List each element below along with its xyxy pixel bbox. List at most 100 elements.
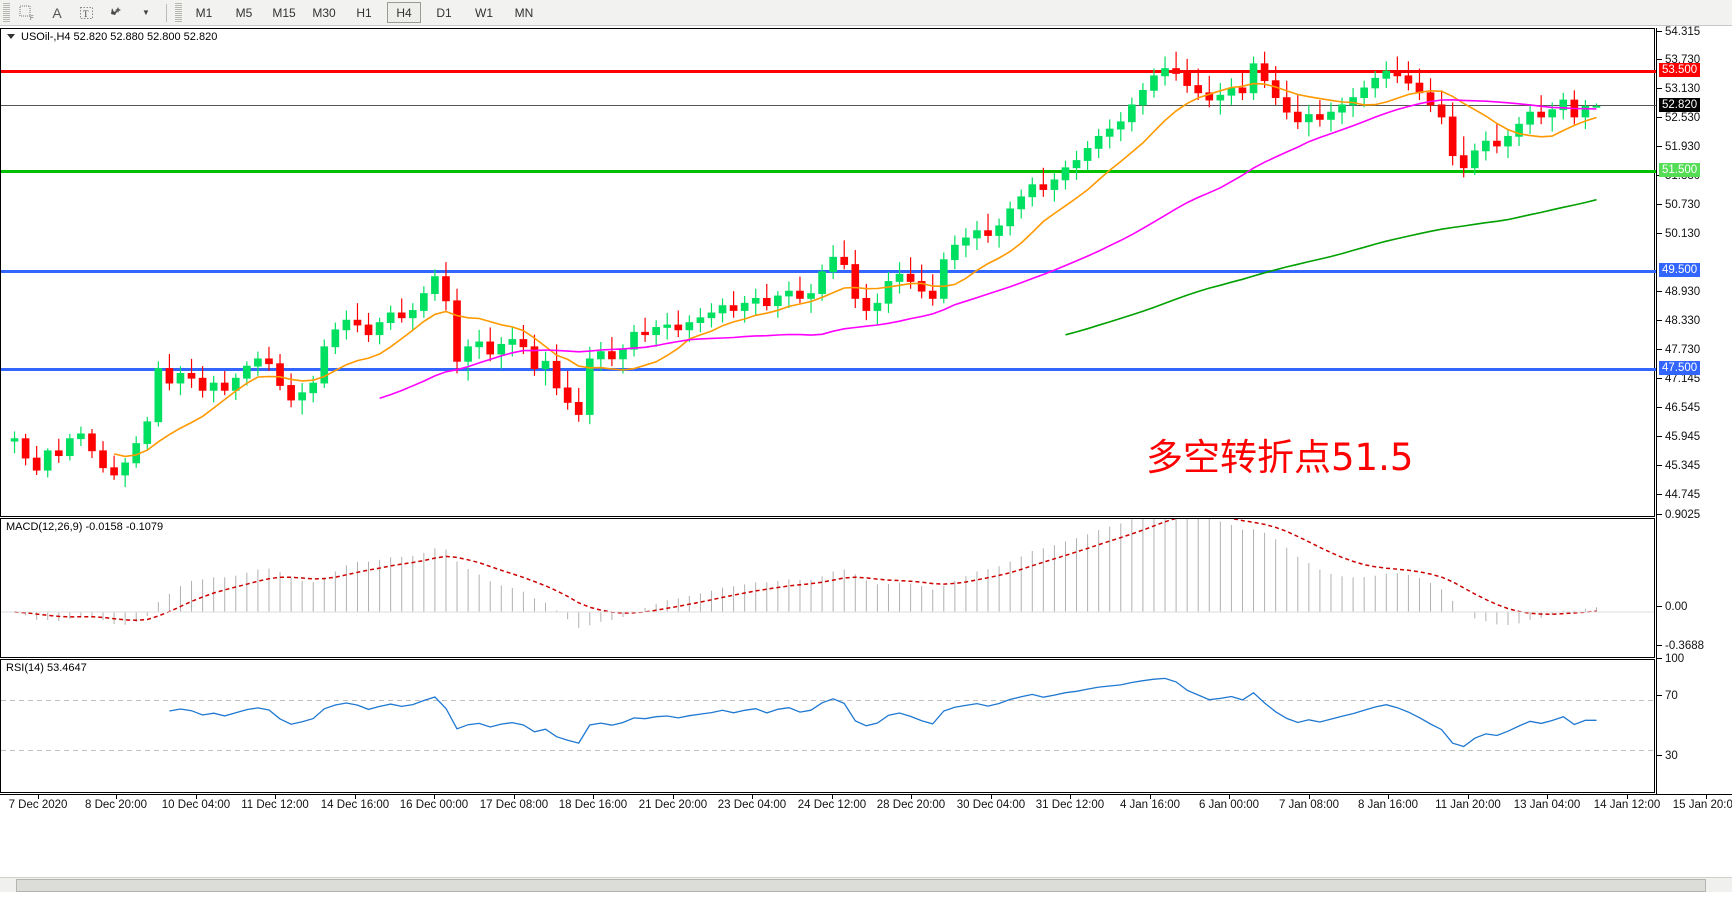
time-axis-tick [196, 795, 197, 799]
scrollbar-thumb[interactable] [16, 879, 1706, 892]
price-chart-panel[interactable]: USOil-,H4 52.820 52.880 52.800 52.820 多空… [0, 28, 1656, 517]
time-axis-label: 6 Jan 00:00 [1198, 799, 1260, 811]
price-axis-tick: 45.345 [1657, 460, 1700, 472]
time-axis-label: 31 Dec 12:00 [1035, 799, 1105, 811]
macd-series-canvas [1, 519, 1654, 629]
current-price-badge[interactable]: 52.820 [1659, 98, 1701, 112]
time-axis-tick [911, 795, 912, 799]
horizontal-scrollbar[interactable] [0, 877, 1732, 892]
level-line-pivot-51500[interactable] [1, 170, 1656, 173]
macd-scale-axis[interactable]: 0.9025 0.00 -0.3688 [1656, 509, 1732, 658]
toolbar-grip-1[interactable] [3, 2, 10, 23]
macd-info-label: MACD(12,26,9) -0.0158 -0.1079 [6, 521, 164, 533]
support-level-badge-2[interactable]: 47.500 [1659, 361, 1701, 375]
time-axis-label: 7 Jan 08:00 [1278, 799, 1340, 811]
macd-indicator-panel[interactable]: MACD(12,26,9) -0.0158 -0.1079 [0, 518, 1655, 658]
time-axis-tick [355, 795, 356, 799]
price-axis-tick: 51.930 [1657, 141, 1700, 153]
timeframe-group: M1 M5 M15 M30 H1 H4 D1 W1 MN [184, 2, 544, 23]
level-line-support-47500[interactable] [1, 368, 1656, 371]
rsi-scale-axis[interactable]: 100 70 30 [1656, 653, 1732, 794]
resistance-level-badge[interactable]: 53.500 [1659, 63, 1701, 77]
timeframe-button-w1[interactable]: W1 [475, 5, 493, 20]
svg-text:F: F [30, 16, 34, 21]
time-axis-label: 23 Dec 04:00 [717, 799, 787, 811]
rsi-indicator-panel[interactable]: RSI(14) 53.4647 [0, 659, 1655, 793]
macd-scale-axis-tick: -0.3688 [1657, 640, 1704, 652]
timeframe-button-h1[interactable]: H1 [356, 5, 372, 20]
price-axis-tick: 46.545 [1657, 402, 1700, 414]
time-axis-tick [514, 795, 515, 799]
time-axis-tick [1706, 795, 1707, 799]
time-axis-label: 24 Dec 12:00 [797, 799, 867, 811]
price-axis-tick: 47.145 [1657, 373, 1700, 385]
time-axis-label: 30 Dec 04:00 [956, 799, 1026, 811]
time-axis-label: 16 Dec 00:00 [399, 799, 469, 811]
time-axis-label: 14 Jan 12:00 [1593, 799, 1661, 811]
time-axis-tick [1388, 795, 1389, 799]
timeframe-button-m15[interactable]: M15 [272, 5, 296, 20]
symbol-info-label: USOil-,H4 52.820 52.880 52.800 52.820 [21, 31, 218, 43]
crosshair-icon[interactable]: F [14, 2, 40, 24]
rsi-series-canvas [1, 677, 1654, 751]
time-axis-tick [1070, 795, 1071, 799]
price-axis-tick: 50.730 [1657, 199, 1700, 211]
time-axis-label: 4 Jan 16:00 [1119, 799, 1181, 811]
time-axis-label: 11 Dec 12:00 [241, 799, 309, 811]
rsi-scale-axis-tick: 70 [1657, 690, 1678, 702]
support-level-badge-1[interactable]: 49.500 [1659, 263, 1701, 277]
time-axis-tick [752, 795, 753, 799]
timeframe-button-m1[interactable]: M1 [195, 5, 213, 20]
time-axis-tick [1627, 795, 1628, 799]
timeframe-button-h4[interactable]: H4 [387, 2, 421, 23]
objects-icon[interactable] [104, 2, 130, 24]
pivot-level-badge[interactable]: 51.500 [1659, 163, 1701, 177]
timeframe-button-m30[interactable]: M30 [312, 5, 336, 20]
time-axis-label: 15 Jan 20:00 [1672, 799, 1732, 811]
time-scale-axis[interactable]: 7 Dec 2020 8 Dec 20:00 10 Dec 04:00 11 Dec … [0, 794, 1732, 820]
objects-dropdown-caret-icon[interactable]: ▼ [142, 8, 150, 17]
time-axis-tick [1547, 795, 1548, 799]
time-axis-label: 17 Dec 08:00 [479, 799, 549, 811]
macd-scale-axis-tick: 0.00 [1657, 601, 1687, 613]
timeframe-button-m5[interactable]: M5 [235, 5, 253, 20]
toolbar-grip-2[interactable] [175, 2, 182, 23]
time-axis-tick [1229, 795, 1230, 799]
level-line-resistance-53500[interactable] [1, 70, 1656, 73]
level-line-support-49500[interactable] [1, 270, 1656, 273]
price-axis-tick: 54.315 [1657, 26, 1700, 38]
time-axis-label: 8 Jan 16:00 [1357, 799, 1419, 811]
timeframe-button-d1[interactable]: D1 [436, 5, 452, 20]
price-axis-tick: 52.530 [1657, 112, 1700, 124]
chart-annotation-text: 多空转折点51.5 [1146, 436, 1414, 479]
time-axis-tick [832, 795, 833, 799]
time-axis-label: 13 Jan 04:00 [1513, 799, 1581, 811]
time-axis-label: 18 Dec 16:00 [558, 799, 628, 811]
time-axis-label: 7 Dec 2020 [8, 799, 68, 811]
time-axis-tick [38, 795, 39, 799]
time-axis-tick [593, 795, 594, 799]
panel-collapse-arrow-icon[interactable] [7, 34, 15, 39]
time-axis-tick [1309, 795, 1310, 799]
time-axis-tick [991, 795, 992, 799]
price-axis-tick: 53.130 [1657, 83, 1700, 95]
price-series-canvas [10, 51, 1601, 488]
time-axis-area: 7 Dec 2020 8 Dec 20:00 10 Dec 04:00 11 Dec … [0, 794, 1732, 897]
toolbar-separator-1 [166, 3, 167, 22]
time-axis-label: 28 Dec 20:00 [876, 799, 946, 811]
main-toolbar: F A T ▼ M1 M5 M15 M30 H1 H4 D1 W1 MN [0, 0, 1732, 26]
time-axis-tick [116, 795, 117, 799]
time-axis-label: 11 Jan 20:00 [1435, 799, 1501, 811]
rsi-scale-axis-tick: 30 [1657, 750, 1678, 762]
text-label-icon[interactable]: A [52, 4, 62, 21]
level-line-current-price-line[interactable] [1, 105, 1656, 106]
text-box-icon[interactable]: T [74, 2, 100, 24]
price-axis-tick: 48.330 [1657, 315, 1700, 327]
price-axis-tick: 44.745 [1657, 489, 1700, 501]
rsi-scale-axis-tick: 100 [1657, 653, 1684, 665]
time-axis-tick [434, 795, 435, 799]
time-axis-tick [275, 795, 276, 799]
timeframe-button-mn[interactable]: MN [514, 5, 534, 20]
macd-scale-axis-tick: 0.9025 [1657, 509, 1700, 521]
